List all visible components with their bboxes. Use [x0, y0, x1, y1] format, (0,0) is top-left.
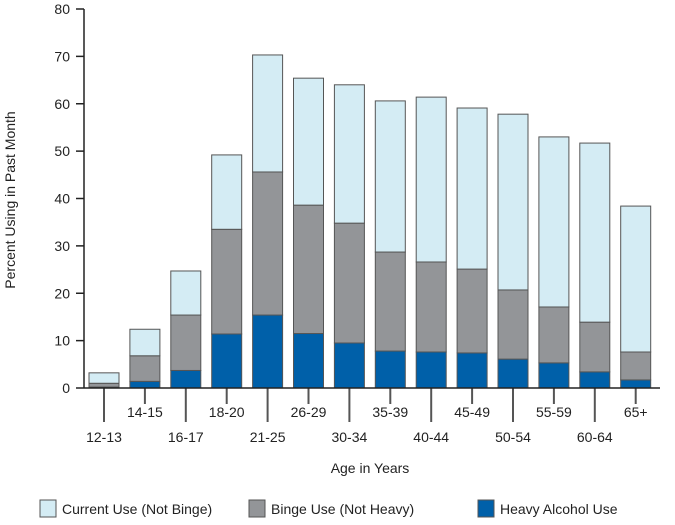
bar-segment-60-64-0: [579, 371, 611, 389]
bar-segment-30-34-1: [333, 222, 365, 344]
y-tick-label: 80: [54, 1, 70, 17]
y-tick-label: 50: [54, 143, 70, 159]
y-tick-label: 0: [62, 380, 70, 396]
bar-segment-26-29-1: [293, 204, 324, 335]
bar-segment-65+-2: [620, 205, 652, 353]
x-tick-label: 14-15: [127, 404, 163, 420]
bar-segment-40-44-0: [415, 351, 447, 389]
y-tick-label: 30: [54, 238, 70, 254]
bar-segment-21-25-0: [252, 314, 284, 389]
x-tick-label: 35-39: [372, 404, 408, 420]
bar-segment-50-54-2: [497, 113, 529, 291]
bar-segment-55-59-0: [538, 362, 570, 389]
bar-segment-16-17-0: [170, 369, 202, 389]
bar-segment-40-44-2: [415, 96, 447, 263]
bar-segment-65+-1: [620, 351, 652, 381]
bar-segment-18-20-1: [211, 228, 243, 335]
y-axis-label: Percent Using in Past Month: [2, 111, 18, 288]
bar-segment-50-54-1: [497, 289, 529, 360]
bar-segment-50-54-0: [497, 358, 529, 389]
legend-swatch: [39, 499, 57, 518]
bar-segment-45-49-0: [456, 352, 488, 389]
y-tick-label: 70: [54, 48, 70, 64]
bar-segment-40-44-1: [415, 261, 447, 353]
bar-segment-21-25-1: [252, 171, 284, 316]
x-tick-label: 12-13: [86, 429, 122, 445]
bar-segment-14-15-2: [129, 328, 161, 357]
bar-segment-45-49-2: [456, 107, 488, 270]
x-tick-label: 16-17: [168, 429, 204, 445]
bar-segment-65+-0: [620, 379, 652, 389]
bar-segment-18-20-2: [211, 154, 243, 230]
x-tick-label: 50-54: [495, 429, 531, 445]
bar-segment-45-49-1: [456, 268, 488, 354]
legend-label: Current Use (Not Binge): [62, 501, 212, 517]
bar-segment-12-13-1: [88, 382, 120, 388]
bar-segment-30-34-0: [333, 342, 365, 389]
bar-segment-60-64-2: [579, 142, 611, 323]
bar-segment-12-13-2: [88, 372, 120, 384]
y-tick-label: 10: [54, 333, 70, 349]
y-tick-label: 60: [54, 96, 70, 112]
bar-segment-14-15-1: [129, 355, 161, 382]
legend-label: Binge Use (Not Heavy): [271, 501, 414, 517]
y-tick-label: 40: [54, 191, 70, 207]
x-tick-label: 26-29: [291, 404, 327, 420]
x-tick-label: 18-20: [209, 404, 245, 420]
bar-segment-35-39-1: [374, 251, 406, 352]
x-tick-label: 30-34: [331, 429, 367, 445]
bar-segment-55-59-2: [538, 136, 570, 308]
legend-swatch: [477, 499, 495, 518]
bar-segment-55-59-1: [538, 306, 570, 364]
bar-segment-30-34-2: [333, 84, 365, 224]
x-tick-label: 21-25: [250, 429, 286, 445]
x-tick-label: 60-64: [577, 429, 613, 445]
bar-segment-18-20-0: [211, 333, 243, 389]
x-tick-label: 40-44: [413, 429, 449, 445]
legend-label: Heavy Alcohol Use: [500, 501, 618, 517]
bar-segment-26-29-0: [293, 333, 324, 389]
y-tick-label: 20: [54, 285, 70, 301]
x-axis-label: Age in Years: [331, 460, 410, 476]
bar-segment-16-17-1: [170, 314, 202, 371]
bar-segment-35-39-2: [374, 100, 406, 253]
x-tick-label: 45-49: [454, 404, 490, 420]
x-tick-label: 65+: [624, 404, 648, 420]
bar-segment-14-15-0: [129, 380, 161, 389]
bar-segment-21-25-2: [252, 54, 284, 173]
bar-segment-35-39-0: [374, 350, 406, 389]
x-tick-label: 55-59: [536, 404, 572, 420]
bar-segment-26-29-2: [293, 77, 324, 206]
bar-segment-16-17-2: [170, 270, 202, 316]
legend-swatch: [248, 499, 266, 518]
bar-segment-60-64-1: [579, 321, 611, 373]
